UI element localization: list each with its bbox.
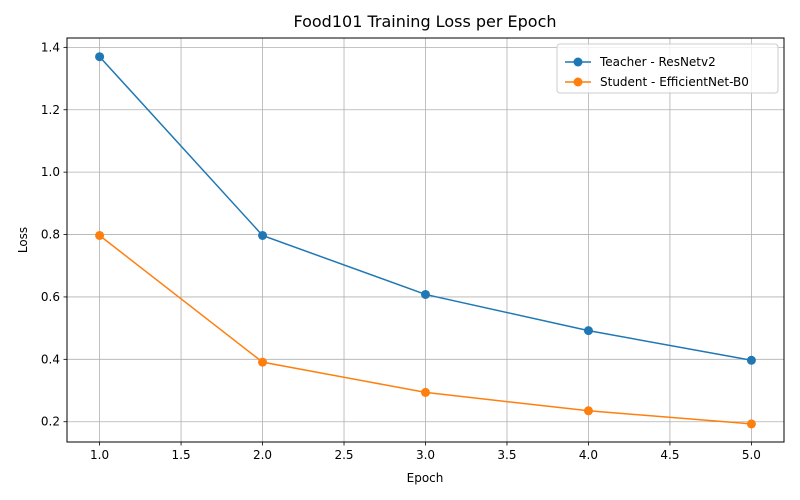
legend-item: Student - EfficientNet-B0 xyxy=(565,75,749,89)
y-tick-label: 0.6 xyxy=(41,290,60,304)
y-tick-label: 1.4 xyxy=(41,40,60,54)
data-point xyxy=(258,357,268,367)
series-layer xyxy=(95,52,756,429)
legend: Teacher - ResNetv2 Student - EfficientNet… xyxy=(556,43,779,94)
data-point xyxy=(421,387,430,397)
legend-marker xyxy=(573,77,583,87)
legend-item: Teacher - ResNetv2 xyxy=(565,55,716,69)
series-2 xyxy=(95,230,756,429)
legend-marker xyxy=(573,57,583,67)
x-tick-label: 2.0 xyxy=(253,448,272,462)
data-point xyxy=(583,326,593,336)
x-axis: 1.0 1.5 2.0 2.5 3.0 3.5 4.0 4.5 5.0 xyxy=(90,442,761,462)
x-tick-label: 1.5 xyxy=(172,448,191,462)
legend-label: Student - EfficientNet-B0 xyxy=(600,75,749,89)
grid xyxy=(67,38,784,442)
x-axis-label: Epoch xyxy=(407,471,444,485)
x-tick-label: 2.5 xyxy=(334,448,353,462)
data-point xyxy=(258,230,268,240)
data-point xyxy=(746,419,756,429)
x-tick-label: 5.0 xyxy=(742,448,761,462)
legend-box xyxy=(556,43,779,94)
y-tick-label: 0.2 xyxy=(41,415,60,429)
y-tick-label: 0.4 xyxy=(41,352,60,366)
x-tick-label: 1.0 xyxy=(90,448,109,462)
data-point xyxy=(95,52,105,62)
x-tick-label: 3.5 xyxy=(497,448,516,462)
legend-label: Teacher - ResNetv2 xyxy=(599,55,716,69)
chart-title: Food101 Training Loss per Epoch xyxy=(293,12,556,31)
y-tick-label: 1.2 xyxy=(41,103,60,117)
series-1 xyxy=(95,52,756,365)
x-tick-label: 3.0 xyxy=(416,448,435,462)
data-point xyxy=(583,406,593,416)
y-tick-label: 0.8 xyxy=(41,228,60,242)
data-point xyxy=(95,230,105,240)
y-axis-label: Loss xyxy=(16,227,30,253)
y-axis: 0.2 0.4 0.6 0.8 1.0 1.2 1.4 xyxy=(41,40,67,429)
x-tick-label: 4.5 xyxy=(660,448,679,462)
data-point xyxy=(746,355,756,365)
data-point xyxy=(421,289,430,299)
x-tick-label: 4.0 xyxy=(579,448,598,462)
y-tick-label: 1.0 xyxy=(41,165,60,179)
